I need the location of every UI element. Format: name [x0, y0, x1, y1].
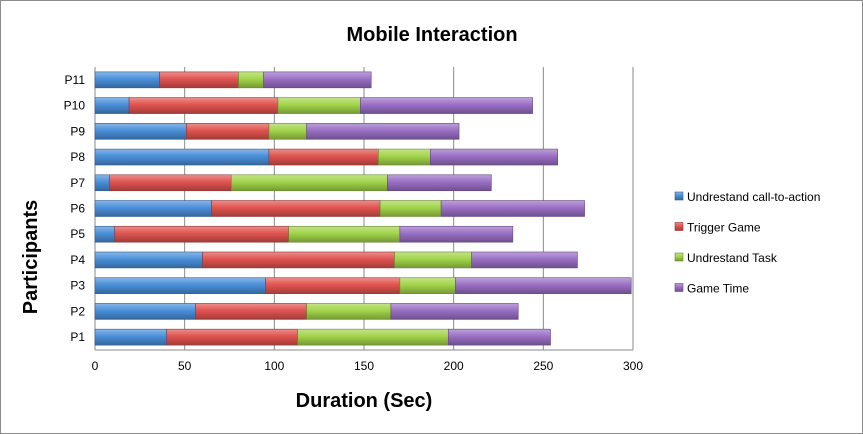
bar-segment: [288, 225, 401, 243]
bar-segment: [387, 174, 492, 192]
bar-segment: [94, 225, 116, 243]
bar-segment: [268, 148, 379, 166]
y-tick-label: P9: [70, 124, 85, 138]
legend-swatch: [674, 283, 684, 292]
y-tick-label: P3: [70, 279, 85, 293]
bar-segment: [94, 200, 212, 217]
bar-segment: [265, 277, 401, 294]
legend-swatch: [674, 222, 684, 231]
y-tick-label: P11: [65, 73, 86, 87]
x-tick-label: 150: [354, 359, 374, 373]
bar-segment: [263, 71, 372, 89]
y-tick-label: P1: [70, 330, 85, 344]
bar-segment: [195, 303, 307, 320]
bar-segment: [360, 97, 533, 114]
x-tick-label: 300: [623, 359, 643, 373]
bar-segment: [268, 123, 307, 140]
bar-segment: [211, 200, 381, 217]
bar-segment: [94, 277, 266, 294]
y-tick-label: P10: [64, 99, 86, 113]
bar-segment: [430, 148, 558, 166]
bar-segment: [128, 97, 279, 114]
bar-segment: [447, 328, 551, 346]
bar-segment: [94, 174, 110, 192]
bar-segment: [94, 328, 168, 346]
legend: Undrestand call-to-action Trigger Game Und…: [674, 190, 820, 296]
bar-segment: [390, 303, 519, 320]
bar-segment: [306, 303, 392, 320]
bar-segment: [440, 200, 585, 217]
y-tick-label: P7: [70, 176, 85, 190]
bar-segment: [109, 174, 232, 192]
bar-segment: [159, 71, 239, 89]
bar-segment: [471, 251, 578, 269]
bar-segment: [94, 123, 187, 140]
bar-segment: [230, 174, 388, 192]
bar-segment: [94, 251, 203, 269]
legend-label: Trigger Game: [687, 221, 761, 235]
y-tick-label: P4: [70, 253, 85, 267]
y-tick-label: P2: [70, 304, 85, 318]
y-tick-label: P8: [70, 150, 85, 164]
legend-label: Game Time: [687, 282, 749, 296]
x-tick-label: 0: [92, 359, 99, 373]
legend-swatch: [674, 191, 684, 201]
bar-segment: [94, 97, 130, 114]
bar-segment: [394, 251, 472, 269]
legend-swatch: [674, 252, 684, 262]
y-tick-label: P5: [70, 227, 85, 241]
chart-title: Mobile Interaction: [346, 24, 517, 46]
bar-segment: [94, 303, 196, 320]
bar-segment: [186, 123, 270, 140]
bar-segment: [94, 148, 270, 166]
bar-segment: [379, 200, 442, 217]
bar-segment: [455, 277, 632, 294]
bar-segment: [399, 277, 456, 294]
x-tick-label: 250: [533, 359, 553, 373]
bar-segment: [399, 225, 514, 243]
bar-segment: [306, 123, 460, 140]
bar-segment: [238, 71, 264, 89]
y-tick-label: P6: [70, 202, 85, 216]
y-axis-title: Participants: [20, 200, 42, 314]
bar-segment: [297, 328, 449, 346]
plot-area: 0 50 100 150 200 250 300 P1 P2 P3 P4 P5 P6 P7 P8 P9 P10 P…: [64, 67, 643, 373]
legend-label: Undrestand Task: [687, 251, 778, 265]
bar-segment: [277, 97, 361, 114]
x-tick-label: 200: [444, 359, 464, 373]
legend-label: Undrestand call-to-action: [687, 190, 820, 204]
bar-segment: [114, 225, 289, 243]
bar-segment: [166, 328, 298, 346]
bar-segment: [202, 251, 395, 269]
bar-segment: [378, 148, 431, 166]
x-tick-label: 100: [264, 359, 284, 373]
x-axis-title: Duration (Sec): [296, 390, 433, 412]
x-tick-label: 50: [178, 359, 192, 373]
bar-segment: [94, 71, 160, 89]
